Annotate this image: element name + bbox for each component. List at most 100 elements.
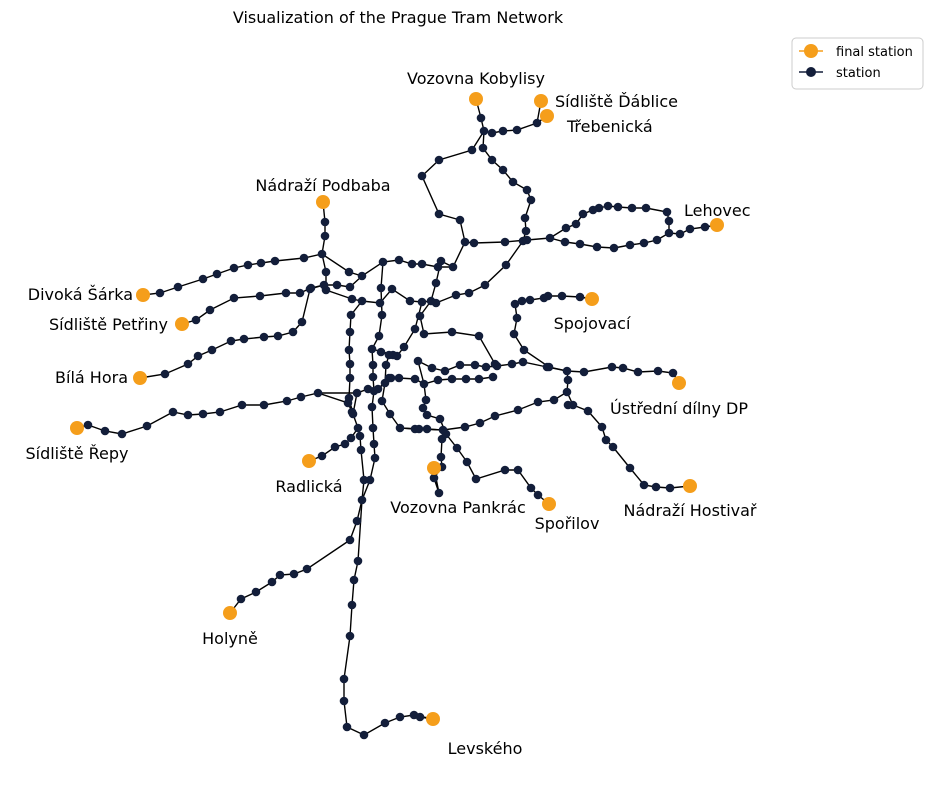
station-node-209 <box>509 329 519 339</box>
station-node-251 <box>433 375 443 385</box>
station-node-8 <box>434 155 444 165</box>
station-node-141 <box>342 722 352 732</box>
station-node-185 <box>481 362 491 372</box>
station-node-138 <box>395 712 405 722</box>
final-station-label: Sídliště Ďáblice <box>555 92 678 111</box>
station-node-216 <box>557 291 567 301</box>
station-node-168 <box>526 483 536 493</box>
station-node-223 <box>662 207 672 217</box>
station-node-90 <box>183 410 193 420</box>
station-node-133 <box>367 344 377 354</box>
legend-box <box>791 37 924 90</box>
station-node-72 <box>332 280 342 290</box>
station-nodes <box>83 113 710 740</box>
station-node-152 <box>429 473 439 483</box>
final-station-node <box>136 288 150 302</box>
station-node-259 <box>490 411 500 421</box>
station-node-88 <box>142 421 152 431</box>
station-node-7 <box>467 145 477 155</box>
station-node-136 <box>376 283 386 293</box>
station-node-220 <box>675 229 685 239</box>
station-node-222 <box>664 216 674 226</box>
station-node-199 <box>625 463 635 473</box>
station-node-125 <box>365 475 375 485</box>
station-node-247 <box>410 324 420 334</box>
station-node-212 <box>517 296 527 306</box>
station-node-67 <box>255 291 265 301</box>
station-node-105 <box>330 442 340 452</box>
station-node-122 <box>345 535 355 545</box>
station-node-1 <box>476 113 486 123</box>
station-node-54 <box>256 258 266 268</box>
station-node-126 <box>370 453 380 463</box>
station-node-163 <box>381 360 391 370</box>
final-station-node <box>542 497 556 511</box>
final-station-node <box>672 376 686 390</box>
station-node-33 <box>480 280 490 290</box>
station-node-107 <box>346 433 356 443</box>
final-station-label: Radlická <box>275 477 342 496</box>
station-node-116 <box>236 594 246 604</box>
station-node-64 <box>191 315 201 325</box>
station-node-187 <box>518 357 528 367</box>
station-node-205 <box>562 387 572 397</box>
station-node-250 <box>410 374 420 384</box>
station-node-25 <box>498 165 508 175</box>
station-node-40 <box>321 267 331 277</box>
station-node-118 <box>267 577 277 587</box>
station-node-262 <box>549 395 559 405</box>
station-node-263 <box>563 400 573 410</box>
station-node-43 <box>357 296 367 306</box>
station-node-66 <box>229 293 239 303</box>
station-node-135 <box>377 310 387 320</box>
station-node-108 <box>353 423 363 433</box>
station-node-229 <box>588 205 598 215</box>
station-node-232 <box>561 223 571 233</box>
station-node-131 <box>368 372 378 382</box>
station-node-128 <box>368 423 378 433</box>
station-node-119 <box>275 570 285 580</box>
station-node-157 <box>422 424 432 434</box>
station-node-218 <box>700 222 710 232</box>
station-node-58 <box>357 271 367 281</box>
station-node-169 <box>513 465 523 475</box>
station-node-76 <box>193 351 203 361</box>
station-node-13 <box>448 262 458 272</box>
station-node-150 <box>355 431 365 441</box>
station-node-244 <box>415 712 425 722</box>
station-node-23 <box>478 143 488 153</box>
final-station-node <box>585 292 599 306</box>
station-node-130 <box>369 386 379 396</box>
station-node-84 <box>305 284 315 294</box>
station-node-77 <box>207 345 217 355</box>
legend-station-marker <box>806 67 816 77</box>
final-station-node <box>426 712 440 726</box>
station-node-79 <box>239 334 249 344</box>
station-node-207 <box>544 362 554 372</box>
station-node-175 <box>435 414 445 424</box>
station-node-147 <box>353 556 363 566</box>
station-node-37 <box>320 217 330 227</box>
station-node-181 <box>427 363 437 373</box>
station-node-9 <box>417 171 427 181</box>
final-station-node <box>540 109 554 123</box>
track-line-3 <box>419 130 498 367</box>
station-node-59 <box>378 257 388 267</box>
station-node-18 <box>419 329 429 339</box>
station-node-165 <box>376 347 386 357</box>
station-node-80 <box>259 332 269 342</box>
station-node-170 <box>500 465 510 475</box>
station-node-172 <box>462 457 472 467</box>
station-node-48 <box>155 288 165 298</box>
station-node-215 <box>543 291 553 301</box>
station-node-184 <box>470 360 480 370</box>
station-node-112 <box>345 359 355 369</box>
station-node-82 <box>288 327 298 337</box>
station-node-65 <box>205 305 215 315</box>
final-station-node <box>710 218 724 232</box>
station-node-39 <box>317 249 327 259</box>
legend: final station station <box>791 37 924 90</box>
station-node-120 <box>289 569 299 579</box>
final-station-label: Lehovec <box>684 201 751 220</box>
station-node-246 <box>399 342 409 352</box>
